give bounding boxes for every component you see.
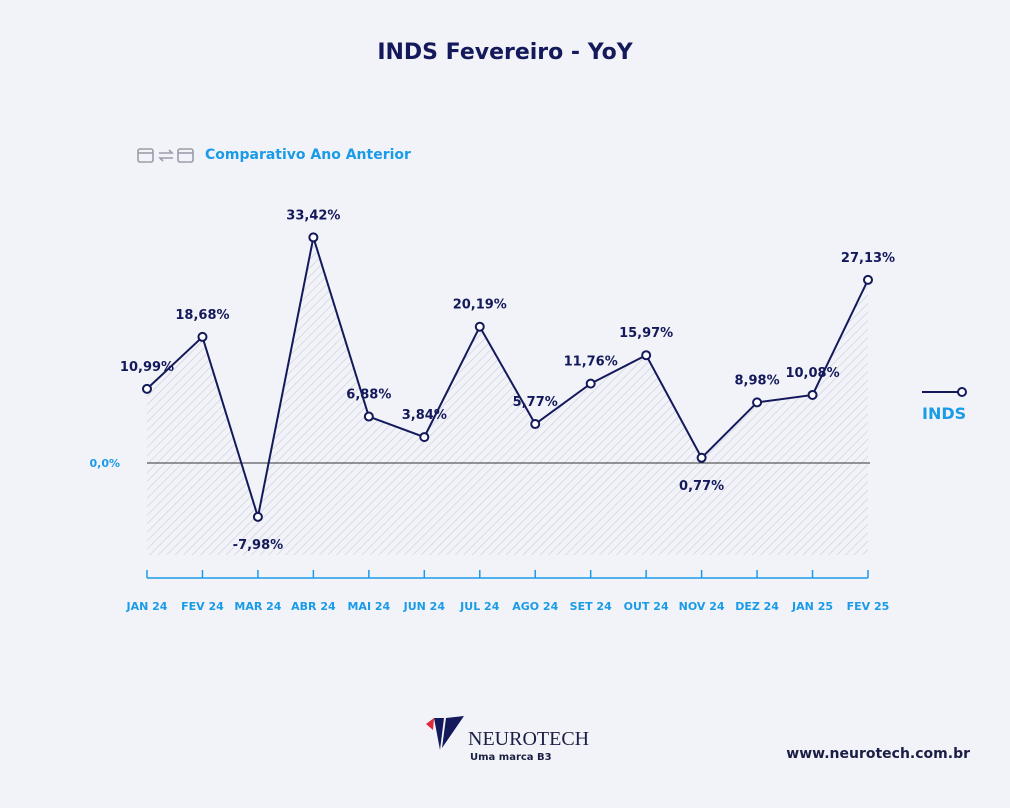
calendar-compare-icon xyxy=(137,148,194,163)
neurotech-logo xyxy=(426,716,464,750)
data-point xyxy=(641,350,652,361)
x-tick-label: ABR 24 xyxy=(291,600,336,613)
legend-line-marker xyxy=(922,387,967,397)
data-label: 27,13% xyxy=(841,251,895,266)
x-tick-label: MAI 24 xyxy=(347,600,390,613)
data-label: 11,76% xyxy=(564,355,618,370)
data-label: 6,88% xyxy=(346,388,391,403)
data-point xyxy=(752,397,763,408)
data-label: 18,68% xyxy=(175,308,229,323)
x-tick-label: NOV 24 xyxy=(679,600,725,613)
x-tick-label: JAN 24 xyxy=(126,600,168,613)
data-point xyxy=(696,452,707,463)
y-tick-label: 0,0% xyxy=(89,457,120,470)
data-point xyxy=(142,383,152,394)
subtitle: Comparativo Ano Anterior xyxy=(137,146,411,164)
data-point xyxy=(252,511,263,522)
x-tick-label: MAR 24 xyxy=(234,600,281,613)
x-tick-label: DEZ 24 xyxy=(735,600,779,613)
website-link[interactable]: www.neurotech.com.br xyxy=(786,746,970,762)
data-point xyxy=(197,331,208,342)
legend-label: INDS xyxy=(922,404,967,423)
data-point xyxy=(807,389,818,400)
data-label: 20,19% xyxy=(453,298,507,313)
x-tick-label: JUL 24 xyxy=(459,600,500,613)
x-tick-label: AGO 24 xyxy=(512,600,558,613)
data-label: 33,42% xyxy=(286,208,340,223)
x-tick-label: SET 24 xyxy=(570,600,612,613)
data-label: 10,99% xyxy=(120,360,174,375)
brand-name: NEUROTECH xyxy=(468,728,590,750)
x-tick-label: OUT 24 xyxy=(624,600,669,613)
x-tick-label: FEV 25 xyxy=(847,600,890,613)
brand-tagline: Uma marca B3 xyxy=(470,752,552,763)
x-tick-label: JUN 24 xyxy=(403,600,446,613)
data-label: 15,97% xyxy=(619,326,673,341)
data-label: 10,08% xyxy=(785,366,839,381)
data-point xyxy=(474,321,485,332)
data-point xyxy=(419,432,430,443)
data-label: 5,77% xyxy=(513,395,558,410)
data-point xyxy=(363,411,374,422)
series-line xyxy=(146,237,869,518)
data-label: -7,98% xyxy=(233,538,284,553)
data-point xyxy=(863,274,873,285)
subtitle-text: Comparativo Ano Anterior xyxy=(205,147,411,163)
data-label: 3,84% xyxy=(402,408,447,423)
legend: INDS xyxy=(920,382,970,423)
data-point xyxy=(530,419,541,430)
data-point xyxy=(585,378,596,389)
x-tick-label: JAN 25 xyxy=(791,600,833,613)
data-label: 8,98% xyxy=(735,373,780,388)
x-tick-label: FEV 24 xyxy=(181,600,224,613)
data-label: 0,77% xyxy=(679,479,724,494)
data-point xyxy=(308,232,319,243)
chart-title: INDS Fevereiro - YoY xyxy=(377,40,633,65)
hatched-area xyxy=(147,237,868,556)
